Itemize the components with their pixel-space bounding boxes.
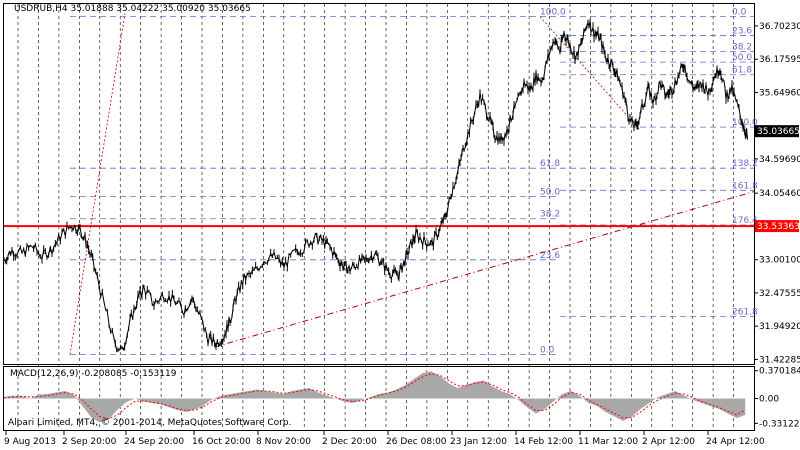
main-plot-frame (3, 3, 755, 365)
fib-label-right: 161.8 (732, 181, 758, 191)
x-tick-label: 24 Apr 12:00 (706, 437, 765, 447)
macd-y-tick-label: -0.331223 (759, 419, 800, 429)
x-axis-ticks: 9 Aug 2013 2 Sep 20:00 24 Sep 20:00 16 Oct … (4, 430, 765, 447)
price-series: 35.03665 (3, 18, 800, 353)
x-tick-label: 8 Nov 20:00 (256, 437, 311, 447)
fib-label-left: 38.2 (540, 210, 560, 220)
x-tick-label: 23 Jan 12:00 (450, 437, 507, 447)
fib-label-right: 261.8 (732, 308, 758, 318)
x-tick-label: 26 Dec 08:00 (386, 437, 447, 447)
chart-title: USDRUB,H4 35.01888 35.04222 35.00920 35.… (14, 4, 251, 14)
fib-label-right: 0.0 (732, 8, 747, 18)
y-tick-label: 34.59690 (759, 155, 800, 165)
y-tick-label: 31.42285 (759, 355, 800, 365)
x-tick-label: 9 Aug 2013 (4, 437, 56, 447)
price-line (3, 20, 748, 352)
y-tick-label: 32.47555 (759, 289, 800, 299)
x-tick-label: 2 Dec 20:00 (322, 437, 377, 447)
macd-y-tick-label: 0.00 (759, 395, 779, 405)
x-tick-label: 2 Sep 20:00 (62, 437, 117, 447)
symbol-label: USDRUB,H4 (14, 4, 68, 14)
fib-levels-left: 100.0 61.8 50.0 38.2 23.6 0.0 (70, 8, 566, 356)
fib-label-right: 100.0 (732, 118, 758, 128)
vertical-grid (17, 4, 734, 430)
y-tick-label: 34.05460 (759, 189, 800, 199)
fib-label-right: 23.6 (732, 27, 752, 37)
trendlines: 33.53363 (4, 13, 800, 355)
resistance-price-label: 33.53363 (757, 222, 800, 232)
fib-label-left: 23.6 (540, 251, 560, 261)
x-tick-label: 2 Apr 12:00 (642, 437, 695, 447)
fib-label-left: 50.0 (540, 188, 560, 198)
support-trendline (214, 191, 755, 348)
fib-label-right: 38.2 (732, 42, 752, 52)
y-tick-label: 36.70230 (759, 22, 800, 32)
copyright-label: Alpari Limited, MT4, © 2001-2014, MetaQu… (8, 418, 292, 428)
fib-trendline (539, 16, 641, 131)
current-price-label: 35.03665 (757, 127, 800, 137)
y-tick-label: 35.64960 (759, 88, 800, 98)
macd-signal-line (3, 373, 746, 420)
x-tick-label: 11 Mar 12:00 (578, 437, 638, 447)
fib-label-left: 61.8 (540, 159, 560, 169)
resistance-price-box (755, 220, 799, 233)
macd-y-tick-label: 0.370184 (759, 367, 800, 377)
fib-label-right: 50.0 (732, 53, 752, 63)
x-tick-label: 24 Sep 20:00 (124, 437, 184, 447)
macd-indicator: 0.370184 0.00 -0.331223 (3, 367, 800, 429)
x-tick-label: 14 Feb 12:00 (514, 437, 573, 447)
fib-trendline (69, 13, 126, 355)
fib-label-right: 61.8 (732, 66, 752, 76)
y-tick-label: 36.17595 (759, 55, 800, 65)
current-price-box (755, 125, 799, 138)
ohlc-label: 35.01888 35.04222 35.00920 35.03665 (70, 4, 251, 14)
macd-title: MACD(12,26,9) -0.208085 -0.153119 (10, 369, 177, 379)
y-axis-ticks: 36.70230 36.17595 35.64960 34.59690 34.05460… (754, 22, 800, 365)
fib-label-left: 100.0 (540, 8, 566, 18)
x-tick-label: 16 Oct 20:00 (192, 437, 251, 447)
fib-label-right: 138.2 (732, 159, 758, 169)
y-tick-label: 31.94920 (759, 322, 800, 332)
fib-label-right: 176.4 (732, 216, 758, 226)
y-tick-label: 33.00100 (759, 256, 800, 266)
fib-levels-right: 0.0 23.6 38.250.0 61.8 100.0 138.2 161.8 176.4 2… (560, 8, 758, 318)
fib-label-left: 0.0 (540, 346, 555, 356)
